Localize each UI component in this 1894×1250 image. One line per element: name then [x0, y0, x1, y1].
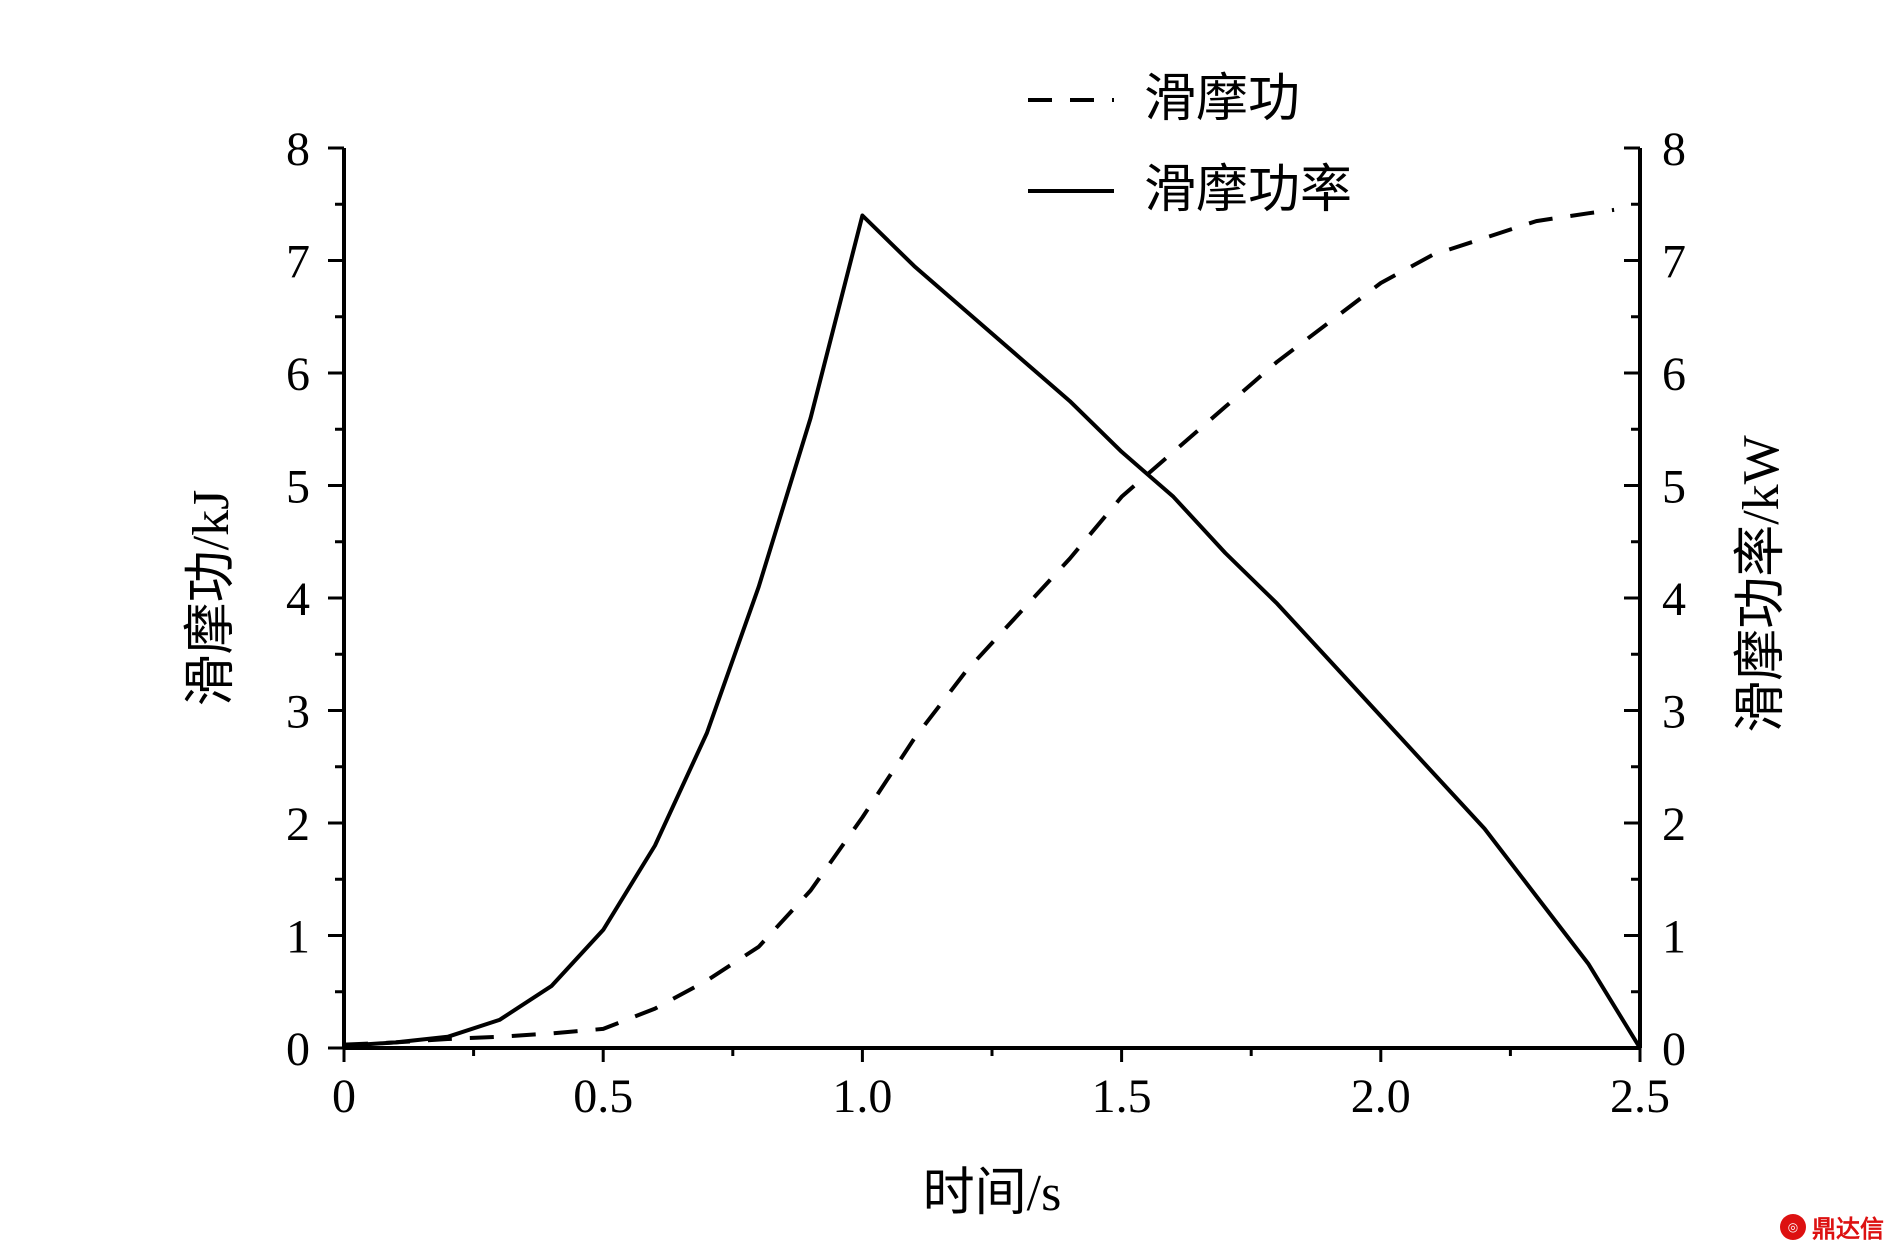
x-tick-label: 0: [332, 1070, 356, 1123]
x-tick-label: 1.0: [832, 1070, 892, 1123]
legend: 滑摩功 滑摩功率: [1028, 71, 1352, 219]
x-axis-title: 时间/s: [923, 1165, 1062, 1222]
y-right-tick-label: 4: [1662, 573, 1686, 626]
x-tick-label: 0.5: [573, 1070, 633, 1123]
x-tick-label: 2.0: [1351, 1070, 1411, 1123]
y-left-tick-label: 3: [286, 686, 310, 739]
y-right-tick-label: 3: [1662, 686, 1686, 739]
watermark: ◎ 鼎达信: [1780, 1209, 1884, 1244]
y-left-tick-label: 0: [286, 1023, 310, 1076]
ticks: 0 0.5 1.0 1.5 2.0 2.50 01 12 23 34 45 56 67 78 8: [286, 123, 1686, 1123]
y-right-tick-label: 1: [1662, 911, 1686, 964]
y-axis-right-title: 滑摩功率/kW: [1733, 435, 1790, 733]
series-lines: [343, 207, 1642, 1050]
y-left-tick-label: 4: [286, 573, 310, 626]
y-left-tick-label: 1: [286, 911, 310, 964]
x-tick-label: 1.5: [1092, 1070, 1152, 1123]
x-tick-label: 2.5: [1610, 1070, 1670, 1123]
watermark-text: 鼎达信: [1812, 1215, 1884, 1243]
y-right-tick-label: 0: [1662, 1023, 1686, 1076]
y-axis-left-title: 滑摩功/kJ: [183, 490, 240, 707]
y-left-tick-label: 2: [286, 798, 310, 851]
y-right-tick-label: 7: [1662, 236, 1686, 289]
legend-label-power: 滑摩功率: [1144, 162, 1352, 219]
y-left-tick-label: 8: [286, 123, 310, 176]
series-line-work: [343, 207, 1615, 1047]
series-line-power: [343, 213, 1642, 1050]
legend-label-work: 滑摩功: [1144, 71, 1300, 128]
y-right-tick-label: 6: [1662, 348, 1686, 401]
logo-icon: ◎: [1780, 1213, 1806, 1240]
axes: [342, 148, 1642, 1050]
y-left-tick-label: 5: [286, 461, 310, 514]
y-left-tick-label: 7: [286, 236, 310, 289]
y-right-tick-label: 5: [1662, 461, 1686, 514]
y-left-tick-label: 6: [286, 348, 310, 401]
y-right-tick-label: 8: [1662, 123, 1686, 176]
y-right-tick-label: 2: [1662, 798, 1686, 851]
